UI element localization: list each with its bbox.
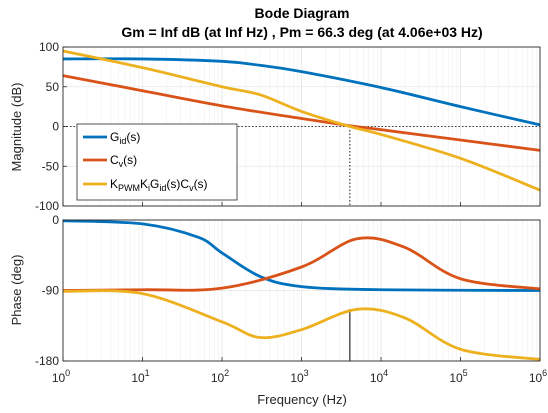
chart-title: Bode Diagram (255, 5, 350, 21)
series-line (62, 289, 541, 361)
legend-label-gid: Gid(s) (110, 130, 140, 146)
series-line (62, 57, 541, 127)
legend-label-loop: KPWMKiGid(s)Cv(s) (110, 177, 208, 193)
legend-item-cv: Cv(s) (83, 153, 137, 169)
legend-label-cv: Cv(s) (110, 153, 137, 169)
x-tick-label: 104 (370, 368, 388, 385)
magnitude-ylabel: Magnitude (dB) (9, 83, 24, 172)
y-tick-label: 0 (52, 213, 59, 227)
series-line (62, 74, 541, 152)
y-tick-label: -50 (42, 159, 60, 173)
series-line (62, 236, 541, 292)
axes-frame (62, 46, 541, 207)
legend-item-gid: Gid(s) (83, 130, 140, 146)
y-tick-label: -90 (42, 284, 60, 298)
legend: Gid(s) Cv(s) KPWMKiGid(s)Cv(s) (76, 123, 238, 201)
x-tick-label: 100 (52, 368, 70, 385)
phase-axes: -180 -90 0 100 101 102 103 104 105 106 (35, 213, 547, 385)
x-tick-label: 103 (290, 368, 308, 385)
phase-ylabel: Phase (deg) (9, 255, 24, 326)
y-tick-label: -100 (35, 199, 59, 213)
series-line (62, 219, 541, 292)
x-tick-label: 105 (449, 368, 467, 385)
chart-subtitle: Gm = Inf dB (at Inf Hz) , Pm = 66.3 deg … (121, 24, 482, 40)
y-tick-label: -180 (35, 354, 59, 368)
legend-item-loop: KPWMKiGid(s)Cv(s) (83, 177, 208, 193)
y-tick-label: 50 (46, 80, 60, 94)
y-tick-label: 100 (39, 40, 59, 54)
axes-frame (62, 219, 541, 362)
frequency-xlabel: Frequency (Hz) (257, 392, 347, 407)
series-line (62, 49, 541, 192)
y-tick-label: 0 (52, 120, 59, 134)
x-tick-label: 106 (529, 368, 547, 385)
x-tick-label: 102 (211, 368, 229, 385)
x-tick-label: 101 (131, 368, 149, 385)
